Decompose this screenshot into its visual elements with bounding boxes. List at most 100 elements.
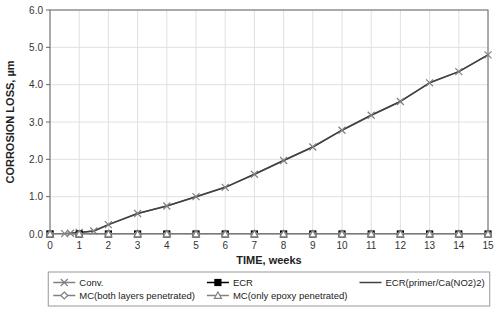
point	[456, 231, 462, 237]
legend-marker	[61, 292, 68, 299]
legend-marker	[61, 279, 68, 286]
y-tick-label: 2.0	[29, 154, 43, 165]
y-tick	[46, 10, 50, 11]
x-tick-label: 6	[222, 240, 228, 251]
point	[76, 231, 83, 237]
grid-line	[50, 159, 488, 160]
point	[222, 231, 228, 237]
legend-item: MC(only epoxy penetrated)	[207, 290, 348, 301]
point	[280, 231, 287, 238]
legend-label: MC(both layers penetrated)	[79, 290, 195, 301]
y-tick	[46, 84, 50, 85]
point	[47, 231, 54, 237]
x-axis-label: TIME, weeks	[236, 254, 301, 266]
legend-item: MC(both layers penetrated)	[53, 290, 195, 301]
point	[455, 68, 462, 75]
x-tick-label: 15	[482, 240, 494, 251]
series-line	[50, 233, 488, 234]
series-line	[50, 233, 488, 234]
point	[105, 231, 112, 237]
point	[164, 231, 170, 237]
x-tick-label: 9	[310, 240, 316, 251]
point	[280, 157, 287, 164]
point	[251, 231, 258, 238]
grid-line	[50, 84, 488, 85]
legend-item: Conv.	[53, 277, 103, 288]
point	[485, 231, 492, 237]
series-line	[50, 55, 488, 234]
y-tick	[46, 122, 50, 123]
point	[281, 231, 287, 237]
grid	[50, 10, 488, 234]
point	[76, 231, 83, 238]
point	[90, 228, 97, 235]
point	[67, 230, 74, 237]
y-tick	[46, 196, 50, 197]
point	[134, 231, 141, 238]
point	[485, 231, 492, 238]
grid-line	[50, 47, 488, 48]
y-tick-label: 6.0	[29, 5, 43, 16]
y-tick-label: 0.0	[29, 229, 43, 240]
point	[426, 79, 433, 86]
y-axis-label: CORROSION LOSS, µm	[4, 60, 16, 183]
plot-frame	[50, 10, 488, 234]
point	[193, 193, 200, 200]
grid-line	[50, 196, 488, 197]
point	[309, 144, 316, 151]
point	[309, 231, 316, 238]
series-line	[50, 55, 488, 234]
point	[135, 231, 141, 237]
x-tick-label: 11	[366, 240, 377, 251]
point	[193, 231, 200, 238]
point	[105, 231, 111, 237]
y-tick-label: 5.0	[29, 42, 43, 53]
grid-line	[50, 122, 488, 123]
chart: 01234567891011121314150.01.02.03.04.05.0…	[0, 0, 500, 314]
point	[222, 231, 229, 237]
y-tick-label: 1.0	[29, 191, 43, 202]
point	[339, 231, 346, 237]
point	[105, 221, 112, 228]
point	[251, 231, 257, 237]
point	[280, 231, 287, 237]
point	[427, 231, 433, 237]
point	[455, 231, 462, 237]
markers	[47, 51, 492, 237]
point	[368, 231, 375, 238]
point	[222, 184, 229, 191]
point	[163, 231, 170, 238]
point	[76, 231, 82, 237]
legend-label: Conv.	[79, 277, 103, 288]
point	[339, 231, 346, 238]
point	[105, 231, 112, 238]
axes: 01234567891011121314150.01.02.03.04.05.0…	[29, 5, 494, 252]
legend-marker	[214, 292, 221, 298]
point	[368, 231, 374, 237]
point	[47, 231, 54, 238]
x-tick-label: 5	[193, 240, 199, 251]
legend-item: ECR(primer/Ca(NO2)2)	[360, 277, 485, 288]
point	[455, 231, 462, 238]
point	[339, 127, 346, 134]
x-tick-label: 7	[252, 240, 258, 251]
x-tick-label: 12	[395, 240, 407, 251]
x-tick-label: 2	[106, 240, 112, 251]
legend-swatch	[360, 282, 382, 284]
point	[368, 231, 375, 237]
point	[397, 231, 404, 237]
point	[309, 231, 316, 237]
x-tick-label: 0	[47, 240, 53, 251]
point	[426, 231, 433, 238]
point	[193, 231, 200, 237]
y-tick-label: 4.0	[29, 79, 43, 90]
legend-label: MC(only epoxy penetrated)	[233, 290, 348, 301]
point	[193, 231, 199, 237]
point	[397, 98, 404, 105]
y-tick	[46, 47, 50, 48]
x-tick-label: 1	[76, 240, 82, 251]
x-tick-label: 8	[281, 240, 287, 251]
point	[134, 210, 141, 217]
point	[251, 231, 258, 237]
legend-label: ECR	[233, 277, 253, 288]
